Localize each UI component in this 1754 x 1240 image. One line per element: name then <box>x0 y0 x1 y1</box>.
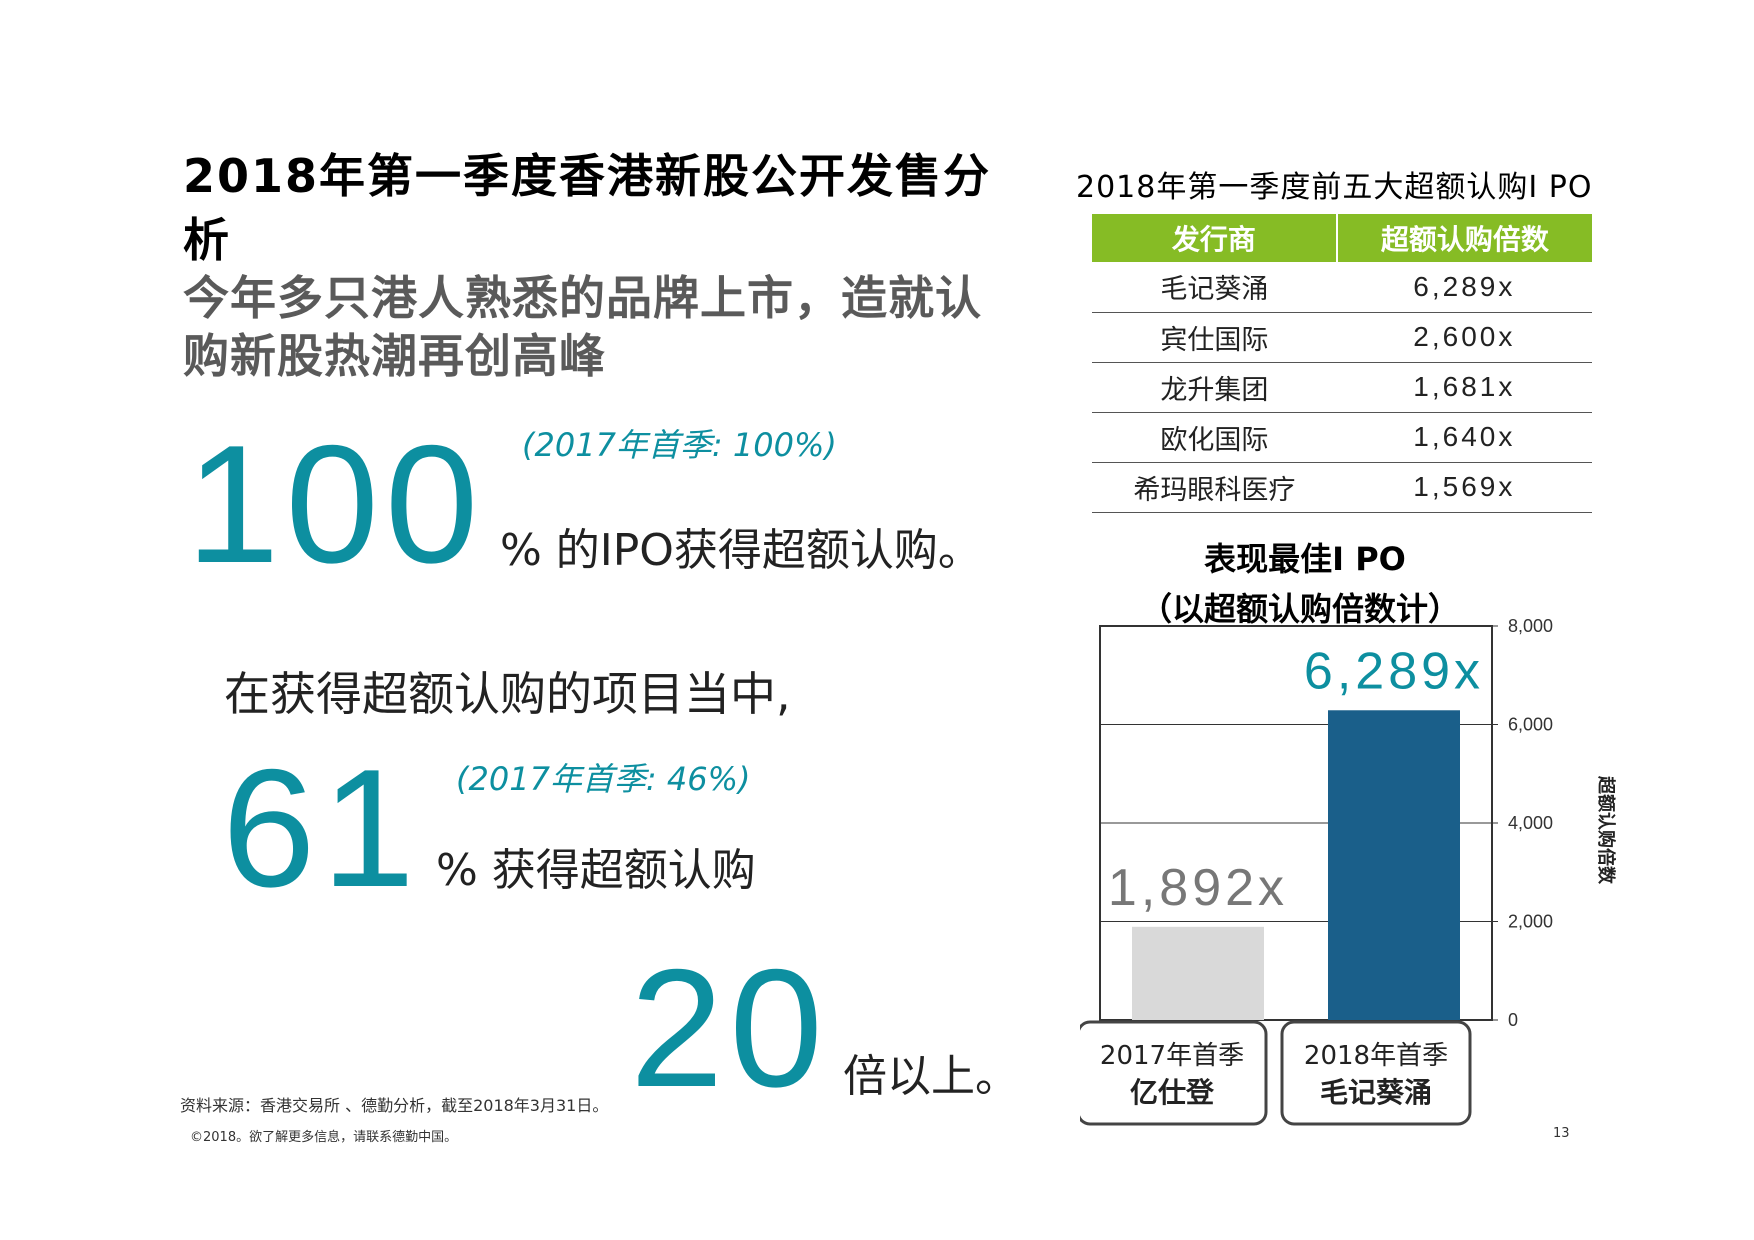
bar-value-label: 6,289x <box>1304 642 1484 700</box>
issuer-cell: 宾仕国际 <box>1092 312 1337 363</box>
category-label-name: 亿仕登 <box>1130 1076 1215 1109</box>
subtitle-line-2: 购新股热潮再创高峰 <box>183 329 606 383</box>
best-ipo-bar-chart: 0 2,000 4,000 6,000 8,000 超额认购倍数 1,892x 2017年首季… <box>1080 616 1617 1126</box>
page-title-line-1: 2018年第一季度香港新股公开发售分 <box>183 149 992 203</box>
category-label-period: 2017年首季 <box>1100 1041 1244 1071</box>
multiple-cell: 1,640x <box>1336 412 1592 463</box>
issuer-cell: 龙升集团 <box>1092 362 1337 413</box>
category-label-name: 毛记葵涌 <box>1320 1076 1432 1109</box>
page-title-line-2: 析 <box>183 213 229 267</box>
source-note: 资料来源：香港交易所 、德勤分析，截至2018年3月31日。 <box>180 1096 609 1115</box>
table-header-row: 发行商 超额认购倍数 <box>1092 214 1592 262</box>
stat-1-number: 100 <box>186 410 485 598</box>
issuer-cell: 毛记葵涌 <box>1092 262 1337 313</box>
multiple-cell: 6,289x <box>1336 262 1592 313</box>
chart-subtitle: （以超额认购倍数计） <box>1140 590 1461 628</box>
issuer-cell: 欧化国际 <box>1092 412 1337 463</box>
table-row: 毛记葵涌 6,289x <box>1092 262 1592 313</box>
bar-1 <box>1132 926 1264 1020</box>
stat-1-comparison-note: (2017年首季: 100%) <box>522 426 837 464</box>
stat-2-number: 61 <box>222 734 421 922</box>
header-multiple: 超额认购倍数 <box>1335 214 1592 262</box>
stat-2-intro: 在获得超额认购的项目当中, <box>224 667 791 721</box>
stat-2-description: % 获得超额认购 <box>436 845 756 896</box>
y-tick-label: 2,000 <box>1508 912 1553 932</box>
top-five-ipo-table: 发行商 超额认购倍数 毛记葵涌 6,289x 宾仕国际 2,600x 龙升集团 … <box>1092 214 1592 513</box>
bar-value-label: 1,892x <box>1108 859 1288 917</box>
y-tick-label: 0 <box>1508 1010 1518 1030</box>
stat-1-description: % 的IPO获得超额认购。 <box>500 525 982 576</box>
multiple-cell: 1,681x <box>1336 362 1592 413</box>
table-title: 2018年第一季度前五大超额认购I PO <box>1076 170 1593 205</box>
table-row: 宾仕国际 2,600x <box>1092 312 1592 363</box>
bar-2 <box>1328 710 1460 1020</box>
table-row: 欧化国际 1,640x <box>1092 412 1592 463</box>
page-number: 13 <box>1553 1126 1570 1141</box>
table-row: 希玛眼科医疗 1,569x <box>1092 462 1592 513</box>
chart-title: 表现最佳I PO <box>1204 540 1406 578</box>
y-tick-label: 8,000 <box>1508 616 1553 636</box>
stat-3-number: 20 <box>630 934 829 1122</box>
y-axis-label: 超额认购倍数 <box>1595 776 1617 885</box>
multiple-cell: 1,569x <box>1336 462 1592 513</box>
stat-3-description: 倍以上。 <box>843 1051 1019 1102</box>
stat-2-comparison-note: (2017年首季: 46%) <box>456 760 751 798</box>
category-box <box>1080 1020 1268 1126</box>
y-tick-label: 6,000 <box>1508 715 1553 735</box>
issuer-cell: 希玛眼科医疗 <box>1092 462 1337 513</box>
subtitle-line-1: 今年多只港人熟悉的品牌上市，造就认 <box>183 271 982 325</box>
copyright-note: ©2018。欲了解更多信息，请联系德勤中国。 <box>190 1130 458 1145</box>
header-issuer: 发行商 <box>1092 214 1337 262</box>
y-tick-label: 4,000 <box>1508 813 1553 833</box>
table-row: 龙升集团 1,681x <box>1092 362 1592 413</box>
category-label-period: 2018年首季 <box>1304 1041 1448 1071</box>
category-box <box>1280 1020 1472 1126</box>
multiple-cell: 2,600x <box>1336 312 1592 363</box>
